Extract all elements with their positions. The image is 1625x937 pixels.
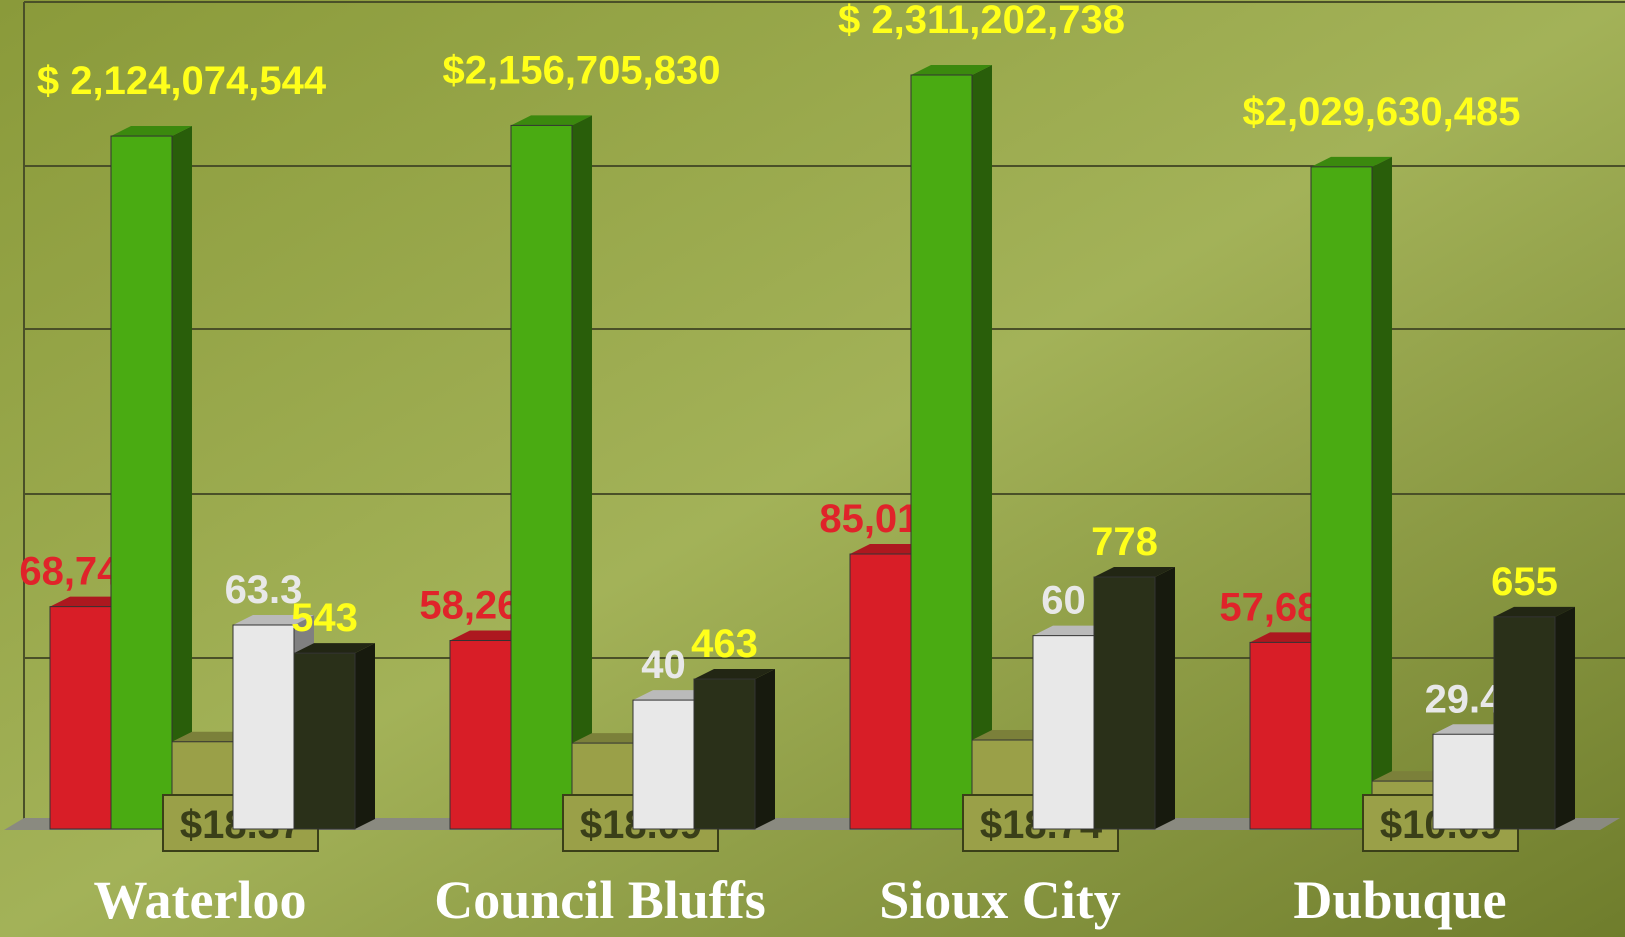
bar	[110, 135, 173, 830]
floor	[4, 818, 1620, 830]
bar-top	[1494, 606, 1575, 617]
bar-top	[294, 643, 375, 654]
value-label: $2,156,705,830	[442, 48, 720, 92]
bar-side	[172, 126, 192, 829]
bar	[632, 699, 695, 830]
bar-side	[1155, 567, 1175, 829]
bar-top	[1311, 156, 1392, 167]
bar-top	[694, 669, 775, 680]
value-label: 655	[1491, 560, 1558, 604]
bar	[510, 124, 573, 830]
bar	[1032, 635, 1095, 830]
bar	[293, 652, 356, 830]
value-label: 60	[1041, 579, 1086, 623]
bar-side	[755, 669, 775, 829]
value-label: 543	[291, 596, 358, 640]
bar	[910, 74, 973, 830]
value-label: $ 2,311,202,738	[838, 0, 1125, 42]
bar-side	[572, 115, 592, 830]
bar	[849, 553, 912, 830]
bar-side	[355, 643, 375, 829]
category-label: Dubuque	[1293, 870, 1506, 930]
bar	[1432, 733, 1495, 830]
bar-top	[511, 115, 592, 126]
bar	[1093, 576, 1156, 830]
bar	[1249, 641, 1312, 830]
bar-side	[972, 65, 992, 829]
category-label: Waterloo	[94, 870, 307, 930]
bar-top	[111, 126, 192, 137]
bar	[449, 640, 512, 830]
bar	[232, 624, 295, 830]
value-label: 463	[691, 622, 758, 666]
bar	[1493, 616, 1556, 830]
category-label: Sioux City	[879, 870, 1121, 930]
category-label: Council Bluffs	[434, 870, 766, 930]
value-label: 40	[641, 643, 686, 687]
bar	[693, 678, 756, 830]
bar	[1310, 166, 1373, 830]
bar-side	[1555, 606, 1575, 829]
value-label: $ 2,124,074,544	[37, 59, 327, 103]
value-label: 778	[1091, 520, 1158, 564]
bar-side	[1372, 156, 1392, 829]
grid	[23, 1, 1625, 820]
value-label: $2,029,630,485	[1242, 90, 1520, 134]
bar	[49, 606, 112, 830]
bar-top	[1094, 567, 1175, 577]
value-label: 63.3	[225, 568, 303, 612]
value-label: 29.4	[1425, 677, 1504, 721]
bar-top	[233, 615, 314, 625]
bar-top	[911, 65, 992, 75]
